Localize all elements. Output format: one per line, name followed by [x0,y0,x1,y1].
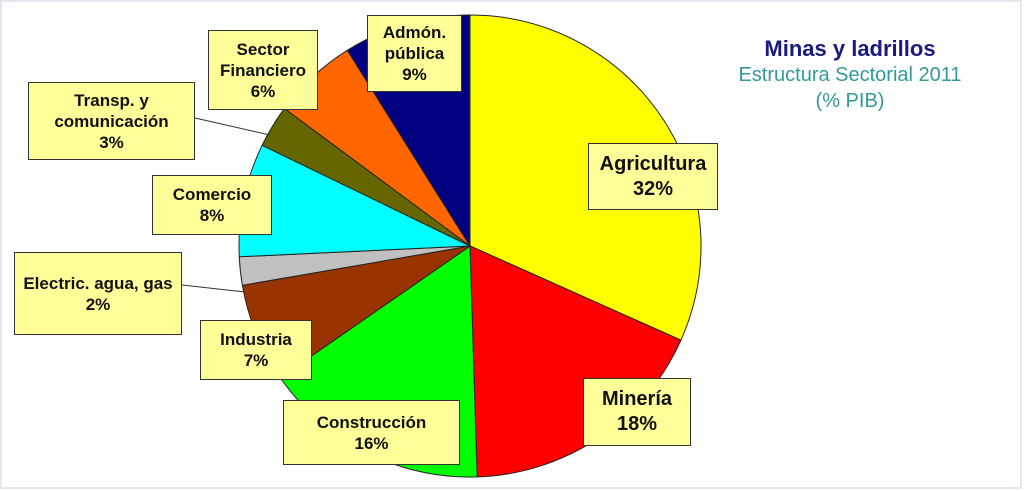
value-label: 7% [243,351,269,370]
label-box: Transp. y comunicación 3% [28,82,195,160]
slice-label: Construcción [316,412,427,432]
label-box: Admón. pública 9% [367,15,462,92]
slice-label: Transp. y comunicación [54,90,169,131]
slice-label: Agricultura [599,152,707,175]
label-box: Comercio 8% [152,175,272,235]
value-label: 32% [632,177,674,200]
chart-title: Minas y ladrillos [764,36,936,61]
value-label: 16% [354,433,389,453]
value-label: 8% [199,206,225,225]
value-label: 2% [85,294,111,314]
value-label: 6% [250,81,276,101]
label-box: Sector Financiero 6% [208,30,318,110]
slice-label: Electric. agua, gas [23,273,173,293]
label-box: Electric. agua, gas 2% [14,252,182,335]
slice-label: Admón. pública [382,23,447,63]
unit-label: (% PIB) [815,90,885,112]
slice-label: Sector Financiero [220,39,306,80]
label-box: Minería 18% [583,378,691,446]
leader-line [181,284,246,293]
label-box: Agricultura 32% [588,143,718,210]
slice-label: Industria [220,330,292,349]
leader-line [194,117,271,136]
value-label: 3% [99,132,124,152]
slice-label: Comercio [172,185,252,204]
slice-label: Minería [601,388,673,410]
label-box: Industria 7% [200,320,312,380]
value-label: 18% [616,413,658,435]
label-box: Construcción 16% [283,400,460,465]
value-label: 9% [402,65,427,84]
chart-subtitle: Estructura Sectorial 2011 [738,64,962,86]
pie-slice [469,14,702,341]
